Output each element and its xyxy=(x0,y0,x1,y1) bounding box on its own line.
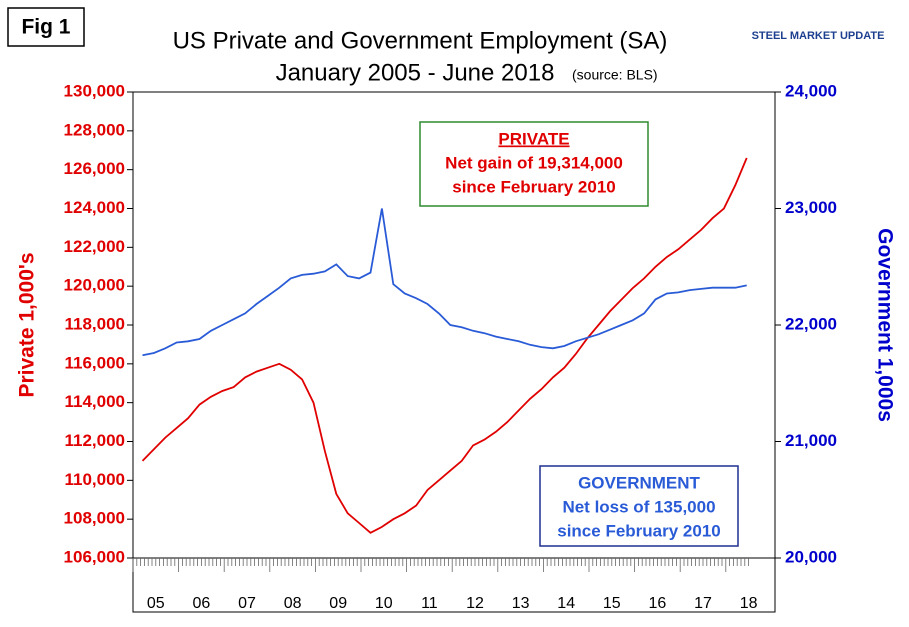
plot-frame xyxy=(132,91,776,613)
chart-title: US Private and Government Employment (SA… xyxy=(173,27,668,54)
x-tick-label: 07 xyxy=(238,595,256,612)
y-axis-label: Private 1,000's xyxy=(16,252,39,397)
y-tick-label: 124,000 xyxy=(64,198,125,217)
y2-tick-label: 22,000 xyxy=(785,314,837,333)
y2-tick-label: 24,000 xyxy=(785,81,837,100)
figure-label: Fig 1 xyxy=(21,16,70,39)
series-line xyxy=(142,208,747,357)
y-tick-label: 120,000 xyxy=(64,276,125,295)
x-tick-label: 15 xyxy=(603,595,621,612)
note-line: Net gain of 19,314,000 xyxy=(445,153,623,172)
x-tick-label: 11 xyxy=(421,595,438,612)
x-tick-label: 10 xyxy=(375,595,393,612)
y-tick-label: 110,000 xyxy=(64,470,125,489)
note-title: GOVERNMENT xyxy=(578,473,700,492)
x-tick-label: 06 xyxy=(193,595,211,612)
x-tick-label: 12 xyxy=(466,595,484,612)
series-line xyxy=(141,157,748,534)
y-tick-label: 122,000 xyxy=(64,237,125,256)
y2-tick-label: 20,000 xyxy=(785,547,837,566)
y-tick-label: 108,000 xyxy=(64,509,125,528)
note-line: Net loss of 135,000 xyxy=(562,497,715,516)
x-tick-label: 09 xyxy=(329,595,347,612)
y-tick-label: 128,000 xyxy=(64,120,125,139)
x-tick-label: 05 xyxy=(147,595,165,612)
y-tick-label: 116,000 xyxy=(64,353,125,372)
y-tick-label: 114,000 xyxy=(64,392,125,411)
y-tick-label: 126,000 xyxy=(64,159,125,178)
y2-tick-label: 23,000 xyxy=(785,198,837,217)
logo: STEEL MARKET UPDATE xyxy=(752,30,885,42)
y2-tick-label: 21,000 xyxy=(785,431,837,450)
note-line: since February 2010 xyxy=(557,521,720,540)
x-tick-label: 18 xyxy=(740,595,758,612)
x-tick-label: 14 xyxy=(557,595,575,612)
note-line: since February 2010 xyxy=(452,177,615,196)
x-tick-label: 08 xyxy=(284,595,302,612)
y-tick-label: 106,000 xyxy=(64,547,125,566)
source-note: (source: BLS) xyxy=(572,67,658,83)
figure-label-box xyxy=(7,7,85,47)
note-title: PRIVATE xyxy=(498,129,569,148)
x-tick-label: 16 xyxy=(649,595,667,612)
x-tick-label: 13 xyxy=(512,595,530,612)
note-box xyxy=(419,121,649,207)
y2-axis-label: Government 1,000s xyxy=(873,228,896,422)
x-tick-label: 17 xyxy=(694,595,712,612)
note-box xyxy=(539,465,739,547)
y-tick-label: 130,000 xyxy=(64,81,125,100)
y-tick-label: 112,000 xyxy=(64,431,125,450)
y-tick-label: 118,000 xyxy=(64,314,125,333)
chart-subtitle: January 2005 - June 2018 xyxy=(276,59,555,86)
